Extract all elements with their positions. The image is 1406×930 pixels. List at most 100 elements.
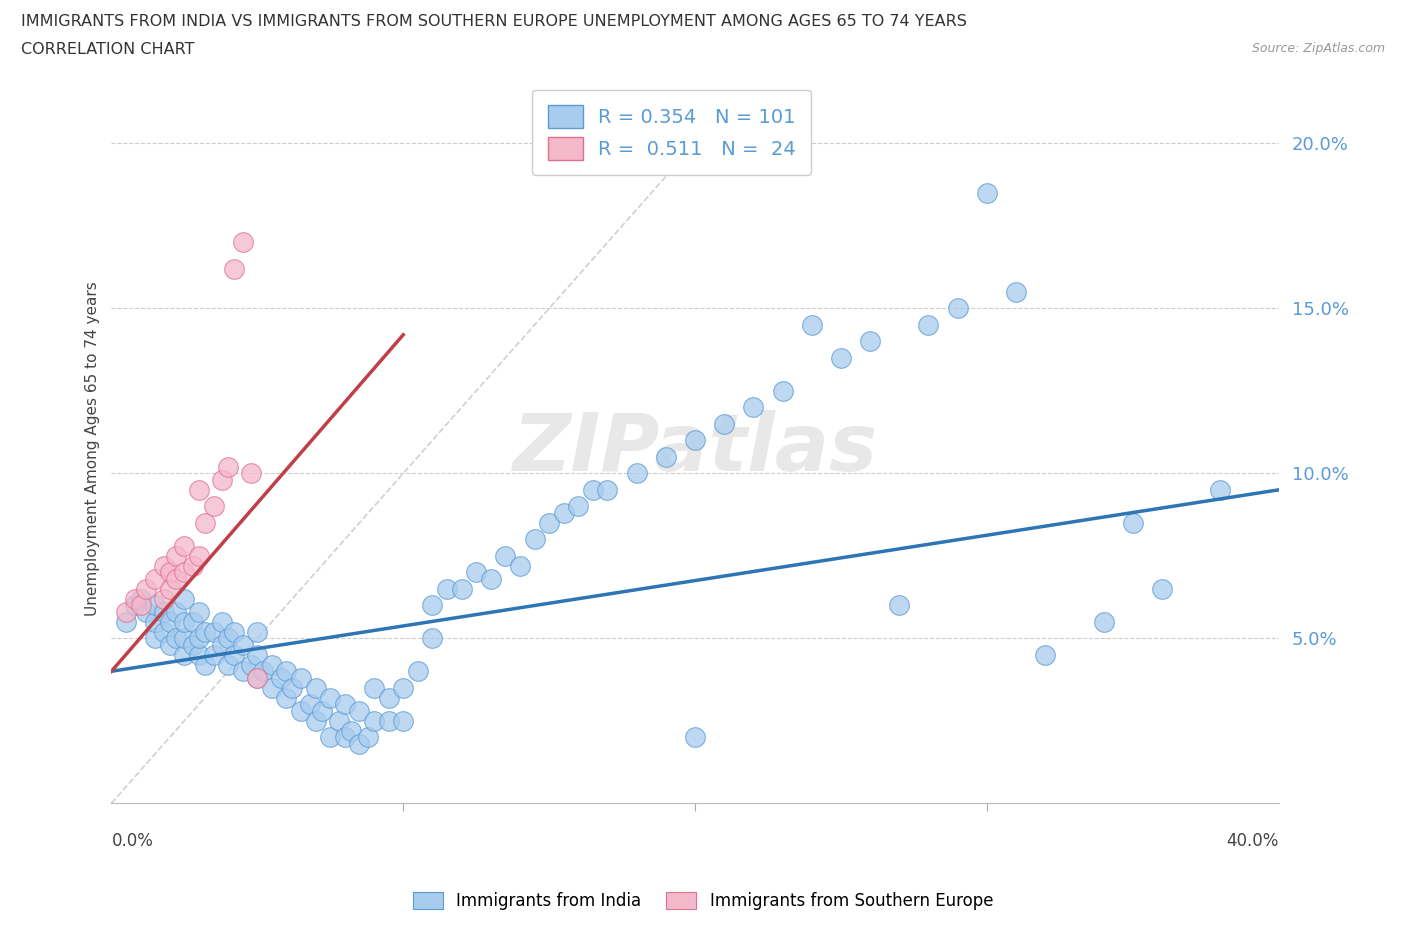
Point (260, 681, 283, 696)
Point (976, 185, 998, 200)
Point (173, 631, 195, 645)
Point (349, 703, 371, 718)
Point (153, 591, 176, 606)
Point (153, 604, 176, 619)
Point (538, 515, 561, 530)
Point (232, 235, 254, 250)
Point (188, 631, 211, 645)
Point (305, 713, 328, 728)
Point (422, 631, 444, 645)
Text: 40.0%: 40.0% (1226, 831, 1278, 850)
Point (181, 637, 204, 652)
Point (165, 604, 187, 619)
Point (188, 647, 211, 662)
Point (392, 681, 415, 696)
Point (363, 713, 385, 728)
Point (1005, 285, 1028, 299)
Point (202, 624, 225, 639)
Point (165, 631, 187, 645)
Point (422, 598, 444, 613)
Point (246, 624, 269, 639)
Y-axis label: Unemployment Among Ages 65 to 74 years: Unemployment Among Ages 65 to 74 years (86, 281, 100, 616)
Point (124, 598, 146, 613)
Point (450, 581, 472, 596)
Point (276, 664, 298, 679)
Point (859, 334, 882, 349)
Point (135, 581, 157, 596)
Point (349, 737, 371, 751)
Point (290, 671, 312, 685)
Point (246, 647, 269, 662)
Point (143, 572, 166, 587)
Point (165, 549, 187, 564)
Point (181, 558, 204, 573)
Point (202, 647, 225, 662)
Point (211, 472, 233, 487)
Point (232, 664, 254, 679)
Point (392, 713, 415, 728)
Point (655, 449, 678, 464)
Point (173, 565, 195, 579)
Point (217, 459, 239, 474)
Text: IMMIGRANTS FROM INDIA VS IMMIGRANTS FROM SOUTHERN EUROPE UNEMPLOYMENT AMONG AGES: IMMIGRANTS FROM INDIA VS IMMIGRANTS FROM… (21, 14, 967, 29)
Point (800, 317, 823, 332)
Point (159, 565, 181, 579)
Point (211, 615, 233, 630)
Point (194, 515, 217, 530)
Point (188, 483, 211, 498)
Point (217, 631, 239, 645)
Point (194, 624, 217, 639)
Text: 0.0%: 0.0% (111, 831, 153, 850)
Point (319, 730, 342, 745)
Point (270, 671, 292, 685)
Point (281, 681, 304, 696)
Point (683, 433, 706, 448)
Point (772, 383, 794, 398)
Point (328, 713, 350, 728)
Point (377, 690, 399, 705)
Point (159, 615, 181, 630)
Point (596, 483, 619, 498)
Point (333, 697, 356, 711)
Point (494, 549, 516, 564)
Point (377, 713, 399, 728)
Point (260, 658, 283, 672)
Legend: Immigrants from India, Immigrants from Southern Europe: Immigrants from India, Immigrants from S… (406, 885, 1000, 917)
Point (917, 317, 939, 332)
Point (143, 615, 166, 630)
Point (830, 351, 852, 365)
Point (194, 658, 217, 672)
Point (240, 466, 263, 481)
Point (252, 664, 274, 679)
Point (173, 591, 195, 606)
Point (115, 604, 138, 619)
Point (188, 549, 211, 564)
Point (173, 647, 195, 662)
Point (339, 724, 361, 738)
Point (222, 261, 245, 276)
Point (298, 697, 321, 711)
Point (626, 466, 648, 481)
Point (305, 681, 328, 696)
Point (742, 400, 765, 415)
Point (129, 598, 152, 613)
Point (188, 604, 211, 619)
Point (240, 658, 263, 672)
Point (406, 664, 429, 679)
Point (357, 730, 380, 745)
Point (124, 591, 146, 606)
Point (202, 498, 225, 513)
Point (153, 624, 176, 639)
Point (436, 581, 458, 596)
Point (129, 591, 152, 606)
Point (165, 572, 187, 587)
Point (290, 703, 312, 718)
Point (465, 565, 488, 579)
Point (1033, 647, 1056, 662)
Point (1092, 615, 1115, 630)
Point (713, 417, 735, 432)
Point (479, 572, 502, 587)
Text: Source: ZipAtlas.com: Source: ZipAtlas.com (1251, 42, 1385, 55)
Point (135, 604, 157, 619)
Point (311, 703, 333, 718)
